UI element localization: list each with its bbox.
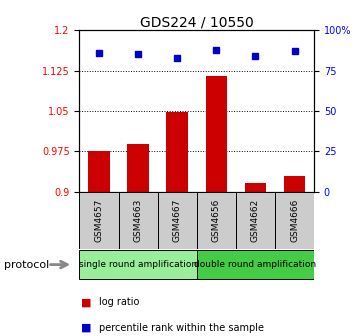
Text: ■: ■	[81, 297, 92, 307]
Bar	[127, 144, 149, 192]
Bar	[205, 76, 227, 192]
Text: percentile rank within the sample: percentile rank within the sample	[99, 323, 264, 333]
Bar	[197, 192, 236, 249]
Bar	[166, 112, 188, 192]
Bar	[197, 250, 314, 279]
Text: GSM4662: GSM4662	[251, 199, 260, 242]
Text: ■: ■	[81, 323, 92, 333]
Bar	[88, 151, 110, 192]
Text: double round amplification: double round amplification	[194, 260, 317, 269]
Bar	[245, 183, 266, 192]
Bar	[79, 250, 197, 279]
Text: protocol: protocol	[4, 260, 49, 269]
Text: GSM4663: GSM4663	[134, 198, 143, 242]
Text: GSM4656: GSM4656	[212, 198, 221, 242]
Text: GSM4666: GSM4666	[290, 198, 299, 242]
Bar	[79, 192, 118, 249]
Text: GSM4667: GSM4667	[173, 198, 182, 242]
Text: GSM4657: GSM4657	[95, 198, 104, 242]
Bar	[236, 192, 275, 249]
Bar	[275, 192, 314, 249]
Bar	[158, 192, 197, 249]
Bar	[118, 192, 158, 249]
Text: single round amplification: single round amplification	[79, 260, 197, 269]
Text: log ratio: log ratio	[99, 297, 140, 307]
Bar	[284, 176, 305, 192]
Title: GDS224 / 10550: GDS224 / 10550	[140, 15, 254, 29]
